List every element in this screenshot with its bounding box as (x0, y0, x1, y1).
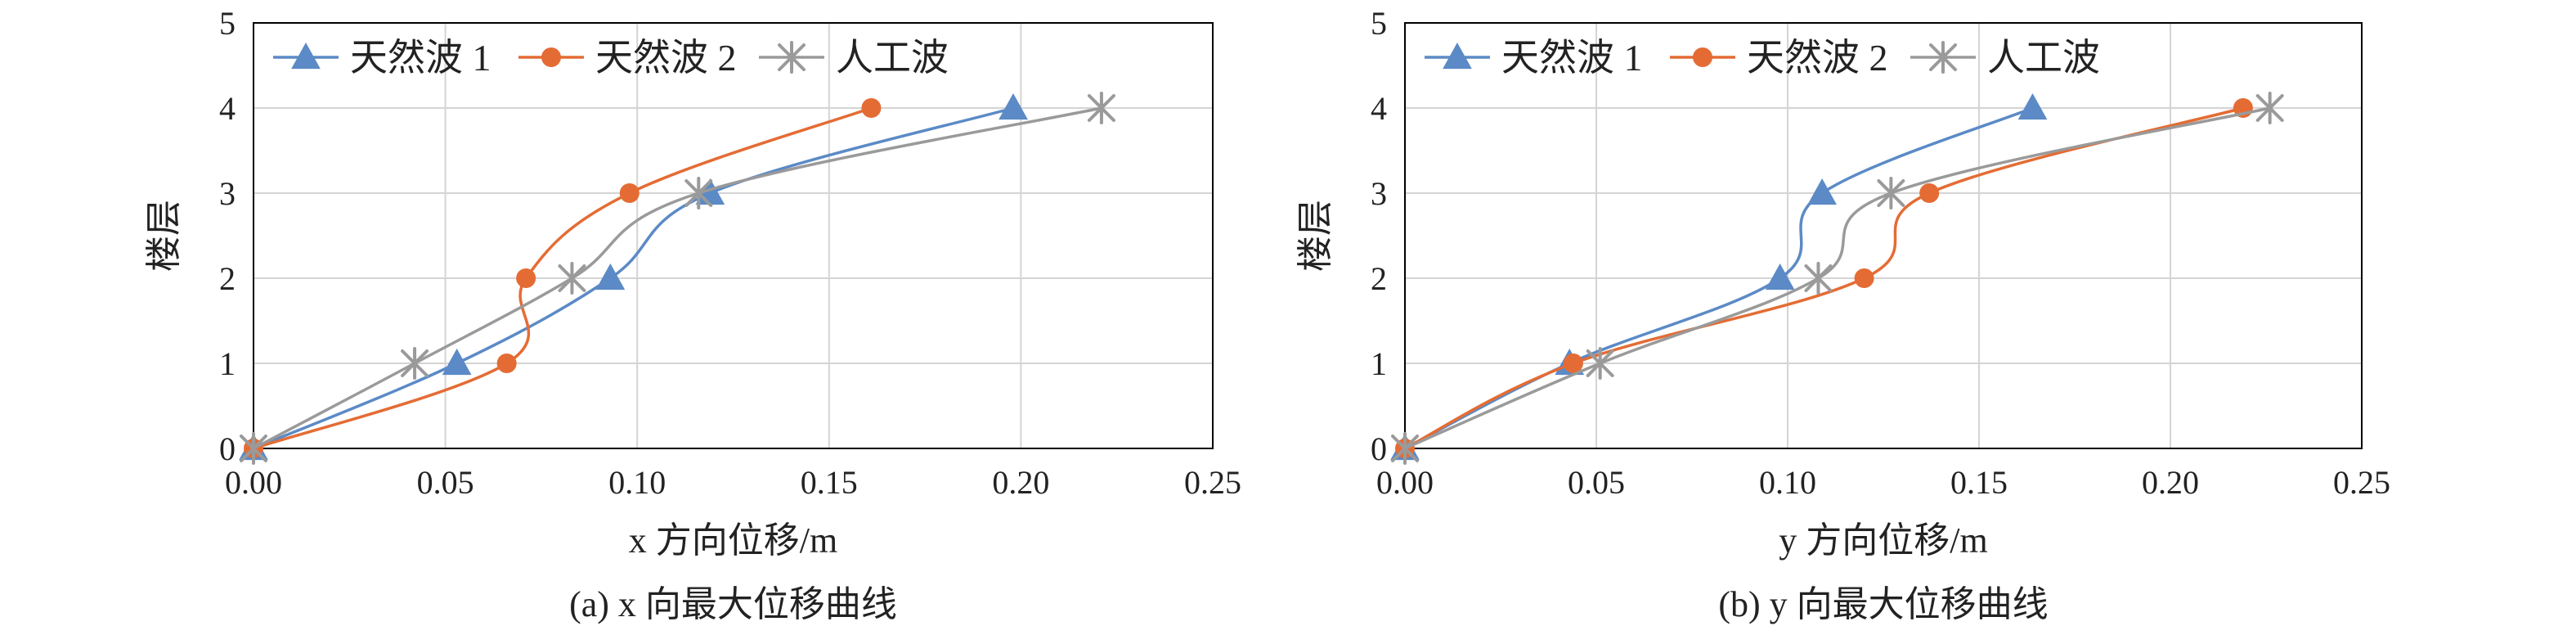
data-point-triangle (595, 263, 626, 290)
x-tick-labels: 0.00 0.05 0.10 0.15 0.20 0.25 (1376, 464, 2390, 501)
data-point-star (2255, 92, 2284, 124)
legend-label: 天然波 2 (595, 37, 737, 79)
chart-panel-b: 0.00 0.05 0.10 0.15 0.20 0.25 0 1 2 3 4 5 y 方向位移/m 楼层… (1288, 0, 2576, 631)
x-axis-title: x 方向位移/m (629, 520, 837, 561)
x-tick-label: 0.00 (1376, 464, 1434, 501)
legend-label: 人工波 (836, 37, 949, 79)
legend-marker-circle (541, 47, 561, 67)
x-tick-label: 0.15 (1950, 464, 2008, 501)
legend-item: 天然波 1 (273, 37, 491, 79)
y-axis-title: 楼层 (1295, 200, 1335, 272)
y-tick-label: 0 (219, 430, 236, 467)
legend-marker-triangle (291, 42, 321, 70)
data-point-triangle (1807, 178, 1837, 205)
y-tick-label: 4 (1371, 90, 1387, 127)
x-tick-label: 0.25 (2333, 464, 2390, 501)
legend-label: 人工波 (1987, 37, 2100, 79)
data-point-circle (1563, 354, 1583, 373)
x-tick-label: 0.10 (608, 464, 666, 501)
data-point-star (1391, 432, 1419, 465)
legend-label: 天然波 2 (1747, 37, 1888, 79)
legend-marker-triangle (1443, 42, 1472, 70)
series-3 (1391, 92, 2284, 465)
plot-area-frame (1404, 22, 2363, 449)
y-tick-labels: 0 1 2 3 4 5 (1371, 5, 1387, 467)
data-point-star (1087, 92, 1115, 124)
data-point-circle (1854, 268, 1874, 288)
legend-label: 天然波 1 (1501, 37, 1643, 79)
legend-item: 人工波 (759, 37, 949, 79)
plot-area-frame (253, 22, 1214, 449)
x-tick-label: 0.05 (1568, 464, 1625, 501)
legend-label: 天然波 1 (350, 37, 491, 79)
legend-item: 天然波 1 (1425, 37, 1643, 79)
legend: 天然波 1 天然波 2 人工波 (1425, 37, 2100, 79)
legend-marker-circle (1693, 47, 1712, 67)
legend-item: 天然波 2 (518, 37, 737, 79)
data-point-triangle (1765, 263, 1795, 290)
data-point-star (684, 177, 713, 209)
data-point-star (558, 262, 586, 295)
y-axis-title: 楼层 (144, 200, 184, 272)
y-tick-label: 4 (219, 90, 236, 127)
x-axis-title: y 方向位移/m (1779, 520, 1987, 561)
data-point-circle (496, 354, 517, 373)
x-tick-labels: 0.00 0.05 0.10 0.15 0.20 0.25 (225, 464, 1241, 501)
data-point-star (1804, 262, 1833, 295)
data-point-circle (1919, 183, 1940, 203)
data-point-triangle (2017, 92, 2048, 120)
data-point-triangle (442, 348, 472, 376)
y-tick-label: 2 (219, 260, 236, 297)
series-line (1404, 106, 2271, 450)
y-tick-label: 3 (219, 175, 236, 212)
chart-caption: (b) y 向最大位移曲线 (1718, 584, 2048, 624)
chart-a-svg: 0.00 0.05 0.10 0.15 0.20 0.25 0 1 2 3 4 5 x 方向位移/m 楼层… (144, 5, 1241, 624)
y-tick-labels: 0 1 2 3 4 5 (219, 5, 236, 467)
legend-item: 天然波 2 (1670, 37, 1888, 79)
y-tick-label: 3 (1371, 175, 1387, 212)
legend: 天然波 1 天然波 2 人工波 (273, 37, 949, 79)
data-point-star (401, 347, 429, 380)
chart-caption: (a) x 向最大位移曲线 (569, 584, 897, 624)
x-tick-label: 0.25 (1184, 464, 1241, 501)
data-point-star (1877, 177, 1905, 209)
data-point-star (1586, 347, 1614, 380)
x-tick-label: 0.10 (1759, 464, 1816, 501)
series-3 (240, 92, 1115, 465)
data-point-star (240, 432, 267, 465)
chart-b-svg: 0.00 0.05 0.10 0.15 0.20 0.25 0 1 2 3 4 5 y 方向位移/m 楼层… (1295, 5, 2390, 624)
gridlines (253, 22, 1214, 449)
legend-item: 人工波 (1910, 37, 2100, 79)
y-tick-label: 0 (1371, 430, 1387, 467)
series-line (253, 106, 1102, 450)
data-point-circle (516, 268, 536, 288)
y-tick-label: 2 (1371, 260, 1387, 297)
series-1 (239, 92, 1028, 461)
data-point-triangle (999, 92, 1028, 120)
x-tick-label: 0.20 (2142, 464, 2199, 501)
data-point-circle (861, 98, 882, 118)
x-tick-label: 0.00 (225, 464, 282, 501)
chart-panel-a: 0.00 0.05 0.10 0.15 0.20 0.25 0 1 2 3 4 5 x 方向位移/m 楼层… (0, 0, 1288, 631)
y-tick-label: 1 (219, 345, 236, 382)
x-tick-label: 0.15 (801, 464, 858, 501)
legend-marker-star (778, 41, 806, 74)
y-tick-label: 5 (219, 5, 236, 42)
y-tick-label: 1 (1371, 345, 1387, 382)
data-point-circle (619, 183, 640, 203)
x-tick-label: 0.05 (417, 464, 474, 501)
y-tick-label: 5 (1371, 5, 1387, 42)
legend-marker-star (1929, 41, 1957, 74)
x-tick-label: 0.20 (992, 464, 1049, 501)
series-1 (1390, 92, 2048, 461)
